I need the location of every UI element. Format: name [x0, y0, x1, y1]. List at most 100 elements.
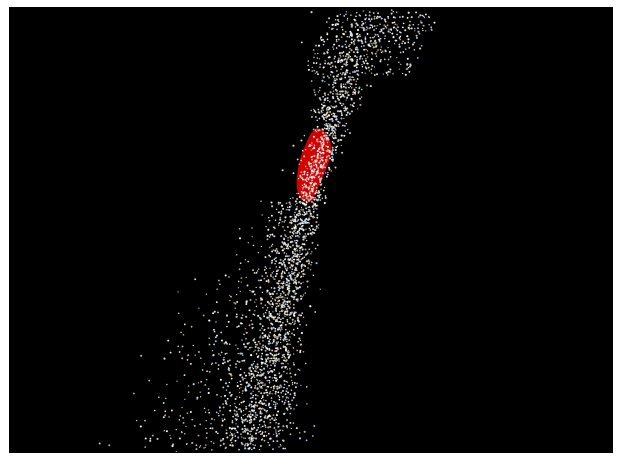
point	[357, 63, 359, 66]
point	[320, 177, 323, 180]
point	[166, 383, 168, 386]
point	[293, 353, 295, 355]
point	[291, 231, 294, 234]
point	[321, 108, 323, 110]
point	[303, 273, 306, 275]
point	[265, 377, 267, 380]
point	[210, 363, 213, 366]
point	[295, 427, 298, 430]
point	[317, 52, 319, 55]
point	[244, 444, 246, 447]
point	[270, 400, 273, 402]
point	[334, 116, 336, 118]
point	[279, 216, 282, 219]
point	[247, 242, 249, 244]
point	[252, 362, 255, 365]
point	[311, 66, 313, 68]
point	[292, 172, 295, 175]
point	[308, 163, 311, 166]
point	[307, 195, 310, 198]
point	[273, 387, 275, 390]
point	[248, 372, 251, 375]
point	[265, 389, 268, 392]
point	[302, 208, 304, 211]
point	[203, 447, 205, 449]
point	[304, 194, 307, 197]
point	[371, 44, 374, 46]
point	[279, 294, 282, 297]
point	[268, 340, 271, 343]
point	[282, 362, 284, 365]
point	[254, 301, 256, 303]
point	[355, 70, 358, 72]
point	[226, 385, 230, 388]
point	[356, 48, 359, 51]
point	[234, 302, 237, 305]
point	[241, 314, 244, 317]
point	[187, 354, 190, 357]
point	[349, 30, 352, 33]
point	[325, 156, 328, 159]
point	[325, 131, 327, 134]
point	[414, 28, 416, 30]
point	[199, 445, 202, 447]
point	[293, 314, 296, 317]
point	[269, 391, 271, 393]
point	[404, 29, 407, 32]
point	[402, 22, 405, 25]
point	[281, 366, 283, 369]
point	[334, 148, 337, 151]
point	[301, 184, 304, 186]
point	[351, 76, 353, 78]
point	[402, 72, 404, 75]
point	[246, 284, 249, 287]
point	[268, 381, 271, 383]
point	[330, 117, 333, 120]
point	[319, 193, 322, 196]
point	[236, 326, 238, 328]
point	[271, 297, 274, 300]
point	[263, 334, 265, 337]
point	[230, 295, 232, 298]
point	[293, 312, 296, 315]
point	[417, 27, 419, 30]
point	[225, 402, 228, 405]
point	[256, 387, 259, 390]
point	[331, 127, 334, 131]
point	[340, 83, 343, 86]
point	[364, 66, 367, 68]
point	[365, 17, 368, 19]
point	[293, 323, 295, 326]
point	[271, 417, 274, 420]
point	[378, 38, 381, 41]
point	[283, 370, 285, 373]
point	[280, 309, 283, 312]
point	[274, 275, 277, 278]
point	[417, 23, 420, 26]
point	[413, 41, 416, 44]
point	[231, 437, 233, 440]
point	[286, 278, 289, 281]
point	[313, 204, 315, 207]
point	[359, 55, 362, 58]
point	[305, 239, 308, 242]
point	[280, 445, 282, 447]
point	[312, 170, 315, 173]
point	[274, 417, 276, 419]
point	[261, 346, 263, 348]
point	[264, 423, 266, 425]
point	[406, 16, 409, 19]
point	[330, 61, 333, 64]
point	[277, 357, 280, 361]
point	[356, 56, 358, 59]
point	[246, 342, 249, 345]
point	[247, 348, 249, 351]
point	[275, 248, 278, 250]
point	[259, 368, 262, 371]
point	[340, 77, 343, 80]
point	[322, 109, 324, 111]
point	[274, 219, 277, 222]
point	[336, 28, 338, 31]
point	[303, 256, 306, 259]
point	[316, 214, 319, 216]
